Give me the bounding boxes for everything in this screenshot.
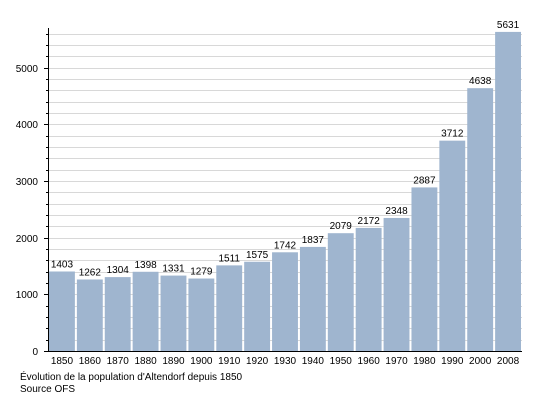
data-label-1990: 3712 bbox=[441, 129, 464, 140]
data-label-1860: 1262 bbox=[79, 267, 102, 278]
bar-1850 bbox=[49, 271, 75, 351]
chart-source: Source OFS bbox=[20, 384, 76, 395]
bar-1940 bbox=[299, 246, 326, 351]
x-tick-label-1880: 1880 bbox=[134, 356, 157, 367]
x-tick-label-1910: 1910 bbox=[218, 356, 241, 367]
data-label-1980: 2887 bbox=[413, 175, 436, 186]
x-tick-label-1900: 1900 bbox=[190, 356, 213, 367]
x-tick-label-1870: 1870 bbox=[107, 356, 130, 367]
data-label-2008: 5631 bbox=[497, 20, 520, 31]
y-tick-label-1000: 1000 bbox=[16, 290, 39, 301]
y-tick-label-5000: 5000 bbox=[16, 64, 39, 75]
bars bbox=[49, 31, 521, 352]
x-tick-label-1980: 1980 bbox=[413, 356, 436, 367]
bar-1930 bbox=[272, 252, 298, 351]
data-label-1870: 1304 bbox=[107, 265, 130, 276]
y-tick-label-2000: 2000 bbox=[16, 234, 39, 245]
bar-1960 bbox=[355, 227, 382, 351]
bar-2000 bbox=[467, 88, 494, 352]
x-tick-label-1920: 1920 bbox=[246, 356, 269, 367]
x-tick-label-1960: 1960 bbox=[358, 356, 381, 367]
y-tick-label-3000: 3000 bbox=[16, 177, 39, 188]
data-labels: 1403 1262 1304 1398 1331 1279 1511 1575 1742 1837… bbox=[51, 20, 520, 279]
chart-title: Évolution de la population d'Altendorf d… bbox=[20, 372, 243, 383]
y-tick-label-0: 0 bbox=[32, 347, 38, 358]
bar-1880 bbox=[132, 271, 159, 351]
data-label-1910: 1511 bbox=[218, 253, 240, 264]
bar-1870 bbox=[104, 277, 131, 351]
x-tick-label-2008: 2008 bbox=[497, 356, 520, 367]
axes: 1850 1860 1870 1880 1890 1900 1910 1920 1930 1940… bbox=[16, 28, 522, 367]
data-label-1940: 1837 bbox=[302, 235, 325, 246]
bar-1910 bbox=[216, 265, 243, 351]
data-label-1970: 2348 bbox=[385, 206, 408, 217]
data-label-1930: 1742 bbox=[274, 240, 297, 251]
x-tick-label-1850: 1850 bbox=[51, 356, 74, 367]
x-tick-label-1940: 1940 bbox=[302, 356, 325, 367]
x-tick-label-1970: 1970 bbox=[385, 356, 408, 367]
bar-1860 bbox=[76, 279, 103, 351]
x-tick-label-2000: 2000 bbox=[469, 356, 492, 367]
data-label-2000: 4638 bbox=[469, 76, 492, 87]
bar-1950 bbox=[327, 233, 354, 351]
data-label-1920: 1575 bbox=[246, 250, 269, 261]
x-tick-label-1860: 1860 bbox=[79, 356, 102, 367]
bar-1980 bbox=[411, 187, 438, 351]
bar-1920 bbox=[244, 261, 271, 351]
x-tick-label-1890: 1890 bbox=[162, 356, 185, 367]
data-label-1950: 2079 bbox=[330, 221, 353, 232]
x-tick-label-1950: 1950 bbox=[330, 356, 353, 367]
bar-1970 bbox=[383, 217, 410, 351]
data-label-1850: 1403 bbox=[51, 259, 74, 270]
bar-2008 bbox=[495, 31, 521, 351]
bar-1990 bbox=[439, 140, 466, 351]
x-tick-label-1990: 1990 bbox=[441, 356, 464, 367]
data-label-1890: 1331 bbox=[162, 264, 185, 275]
data-label-1960: 2172 bbox=[358, 216, 381, 227]
bar-1900 bbox=[188, 278, 215, 351]
y-tick-label-4000: 4000 bbox=[16, 120, 39, 131]
data-label-1880: 1398 bbox=[134, 260, 157, 271]
x-tick-label-1930: 1930 bbox=[274, 356, 297, 367]
data-label-1900: 1279 bbox=[190, 267, 213, 278]
bar-1890 bbox=[160, 275, 187, 351]
